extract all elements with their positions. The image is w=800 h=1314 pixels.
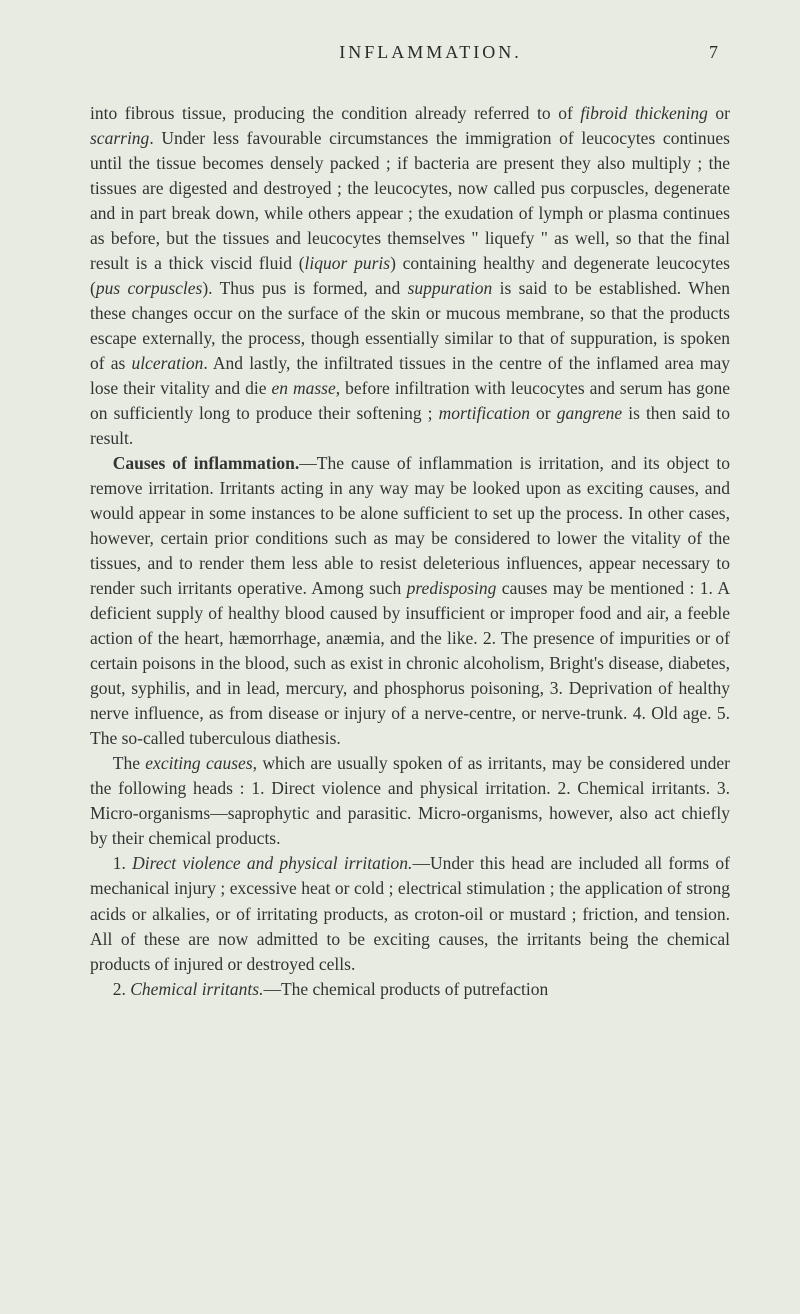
- paragraph-4: 1. Direct violence and physical irritati…: [90, 851, 730, 976]
- paragraph-2: Causes of inflammation.—The cause of inf…: [90, 451, 730, 751]
- page-number: 7: [709, 42, 718, 63]
- page-header: INFLAMMATION. 7: [90, 42, 730, 63]
- paragraph-3: The exciting causes, which are usually s…: [90, 751, 730, 851]
- paragraph-5: 2. Chemical irritants.—The chemical prod…: [90, 977, 730, 1002]
- paragraph-1: into fibrous tissue, producing the condi…: [90, 101, 730, 451]
- running-title: INFLAMMATION.: [102, 42, 709, 63]
- body-text: into fibrous tissue, producing the condi…: [90, 101, 730, 1002]
